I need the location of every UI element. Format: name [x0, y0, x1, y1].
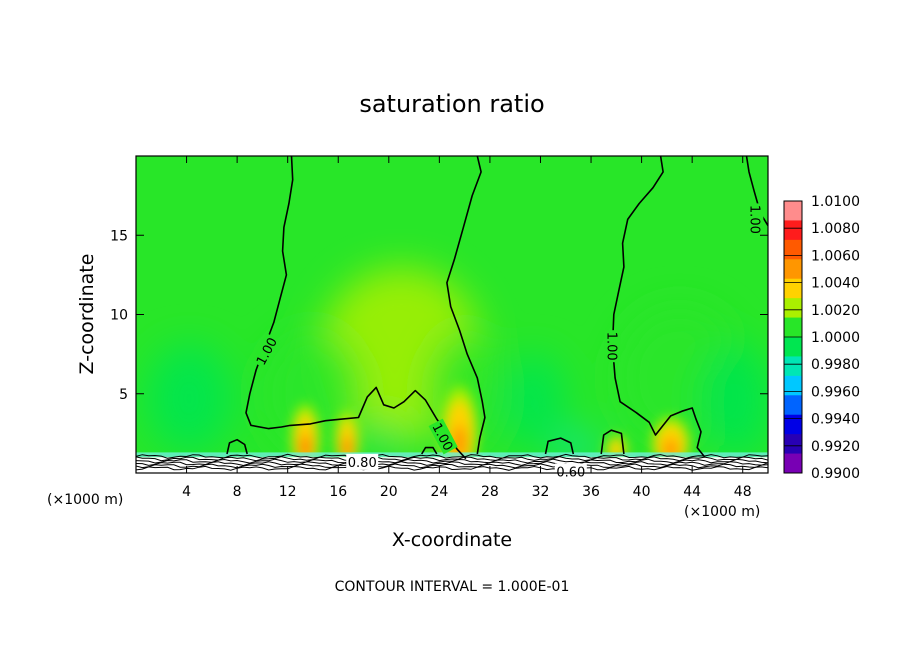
x-tick-label-48: 48: [734, 484, 752, 500]
x-tick-label-16: 16: [329, 484, 347, 500]
x-tick-label-36: 36: [582, 484, 600, 500]
colorbar-ticks: 1.0100 1.0080 1.0060 1.0040 1.0020 1.0000 0.99…: [784, 194, 860, 482]
contour-1-00-line-7: [421, 446, 438, 455]
contour-label-4: 0.80: [348, 456, 377, 471]
colorbar-swatch-8: [784, 356, 802, 377]
colorbar-tick-label-2: 1.0060: [811, 248, 860, 264]
colorbar-swatch-9: [784, 375, 802, 396]
colorbar-swatch-10: [784, 395, 802, 416]
colorbar-swatch-13: [784, 453, 802, 474]
contour-label-bg-2: [604, 330, 621, 363]
contour-label-bg-5: [554, 463, 587, 480]
plume-core-2-4: [455, 435, 464, 457]
plot-area: 1.001.001.001.000.800.60 4 8 12 16 20 24 28 32 3…: [110, 155, 769, 500]
x-unit-left: (×1000 m): [47, 492, 123, 508]
contour-1-00-line-4: [226, 438, 248, 455]
surface-contour-1: [136, 456, 768, 462]
y-tick-label-5: 5: [119, 387, 128, 403]
y-tick-label-15: 15: [110, 228, 128, 244]
colorbar-tick-label-7: 0.9960: [811, 384, 860, 400]
y-axis-label: Z-coordinate: [76, 254, 98, 375]
x-axis-label: X-coordinate: [392, 529, 512, 551]
surface-contour-5: [136, 465, 768, 471]
contour-label-bg-0: [251, 333, 281, 369]
field-shading-broad: [146, 266, 768, 461]
contour-labels: 1.001.001.001.000.800.60: [251, 203, 764, 480]
contour-label-bg-3: [747, 203, 764, 236]
contour-1-00-line-1: [446, 156, 486, 455]
colorbar-tick-label-4: 1.0020: [811, 303, 860, 319]
x-tick-label-32: 32: [532, 484, 550, 500]
colorbar-swatch-11: [784, 414, 802, 435]
dry-region-10: [701, 344, 768, 459]
colorbar-swatch-1: [784, 220, 802, 241]
contour-label-3: 1.00: [746, 205, 761, 234]
x-tick-label-4: 4: [182, 484, 191, 500]
colorbar-tick-label-3: 1.0040: [811, 276, 860, 292]
contour-label-bg-1: [428, 418, 458, 455]
y-ticks: 5 10 15: [110, 228, 768, 403]
x-tick-label-44: 44: [683, 484, 701, 500]
colorbar-swatch-0: [784, 201, 802, 221]
colorbar-swatch-5: [784, 298, 802, 319]
y-tick-label-10: 10: [110, 308, 128, 324]
contour-label-2: 1.00: [604, 332, 619, 361]
x-unit-right: (×1000 m): [684, 504, 760, 520]
colorbar-swatch-7: [784, 337, 802, 357]
colorbar-tick-label-6: 0.9980: [811, 357, 860, 373]
dry-region-12: [363, 422, 402, 461]
contour-1-00-line-2: [611, 156, 706, 458]
contour-1-00-line-0: [245, 156, 467, 460]
x-tick-label-40: 40: [633, 484, 651, 500]
surface-contour-4: [136, 463, 768, 469]
x-tick-label-28: 28: [481, 484, 499, 500]
contour-label-bg-4: [346, 453, 379, 470]
colorbar-tick-label-1: 1.0080: [811, 221, 860, 237]
surface-contour-0: [136, 453, 768, 459]
x-tick-label-12: 12: [279, 484, 297, 500]
x-ticks: 4 8 12 16 20 24 28 32 36 40 44 48: [182, 156, 752, 500]
surface-dense-contours: [136, 452, 768, 473]
colorbar-swatch-2: [784, 239, 802, 260]
contour-1-00-line-6: [600, 429, 625, 455]
x-tick-label-8: 8: [233, 484, 242, 500]
colorbar-swatch-3: [784, 259, 802, 280]
colorbar: 1.0100 1.0080 1.0060 1.0040 1.0020 1.0000 0.99…: [783, 194, 860, 482]
surface-contour-3: [136, 460, 768, 467]
colorbar-swatch-12: [784, 434, 802, 455]
colorbar-swatches: [784, 201, 802, 474]
colorbar-swatch-6: [784, 317, 802, 338]
x-tick-label-24: 24: [430, 484, 448, 500]
dry-region-9: [146, 344, 233, 453]
colorbar-tick-label-10: 0.9900: [811, 466, 860, 482]
near-surface-band: [136, 452, 768, 458]
surface-contour-2: [136, 458, 768, 464]
colorbar-tick-label-9: 0.9920: [811, 439, 860, 455]
colorbar-tick-label-0: 1.0100: [811, 194, 860, 210]
chart-title: saturation ratio: [359, 90, 544, 118]
colorbar-tick-label-5: 1.0000: [811, 330, 860, 346]
colorbar-tick-label-8: 0.9940: [811, 412, 860, 428]
contour-interval-note: CONTOUR INTERVAL = 1.000E-01: [335, 579, 570, 595]
contour-1-00-line-5: [544, 437, 575, 455]
dry-region-11: [502, 354, 566, 450]
x-tick-label-20: 20: [380, 484, 398, 500]
colorbar-swatch-4: [784, 278, 802, 299]
